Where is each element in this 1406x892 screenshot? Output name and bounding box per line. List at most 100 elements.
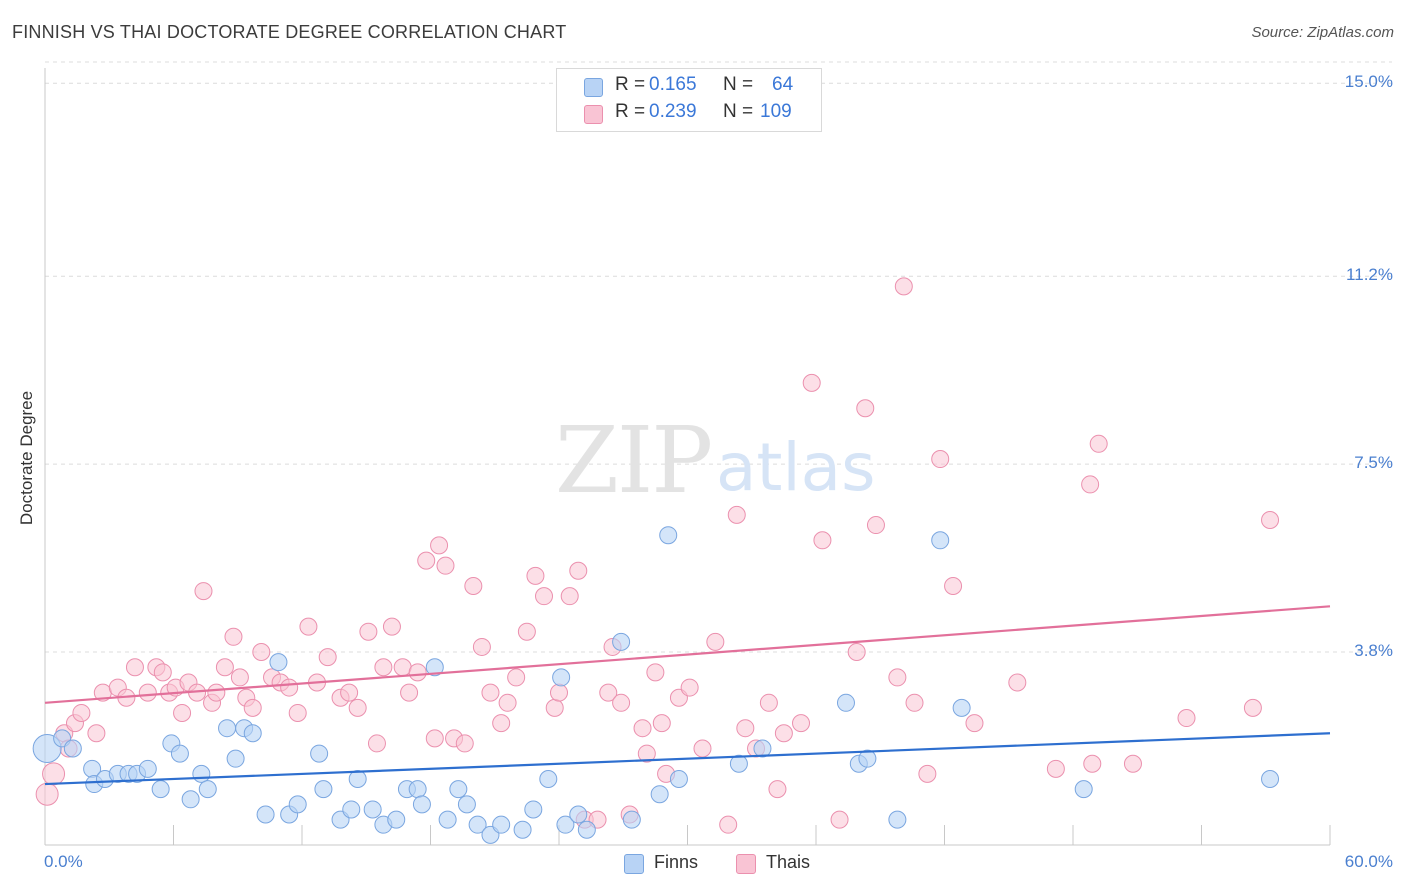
thais-point — [633, 719, 652, 738]
x-tick-min: 0.0% — [44, 852, 83, 871]
thais-point — [888, 668, 907, 687]
finns-point — [753, 739, 772, 758]
thais-point — [866, 516, 885, 535]
thais-point — [340, 683, 359, 702]
finns-point — [513, 820, 532, 839]
thais-point — [802, 373, 821, 392]
thais-point — [847, 643, 866, 662]
finns-point — [577, 820, 596, 839]
finns-point — [412, 795, 431, 814]
thais-point — [1261, 510, 1280, 529]
thais-point — [498, 693, 517, 712]
thais-point — [382, 617, 401, 636]
finns-point — [63, 739, 82, 758]
bottom-legend-swatch-finns — [624, 854, 644, 874]
thais-point — [430, 536, 449, 555]
finns-point — [151, 780, 170, 799]
bottom-legend-swatch-thais — [736, 854, 756, 874]
thais-point — [535, 587, 554, 606]
finns-point — [650, 785, 669, 804]
finns-point — [198, 780, 217, 799]
legend-r-value: 0.165 — [649, 74, 697, 95]
chart-title: FINNISH VS THAI DOCTORATE DEGREE CORRELA… — [12, 22, 567, 42]
finns-point — [952, 698, 971, 717]
thais-point — [87, 724, 106, 743]
thais-point — [768, 780, 787, 799]
thais-point — [830, 810, 849, 829]
thais-point — [417, 551, 436, 570]
thais-point — [318, 648, 337, 667]
thais-point — [207, 683, 226, 702]
thais-point — [173, 703, 192, 722]
watermark-zip: ZIP — [555, 407, 711, 514]
finns-point — [138, 759, 157, 778]
legend-row-finns: R = 0.165 N = 64 — [557, 74, 821, 100]
thais-point — [359, 622, 378, 641]
legend-r-label: R = — [615, 101, 646, 122]
finns-point — [556, 815, 575, 834]
thais-point — [517, 622, 536, 641]
thais-point — [944, 577, 963, 595]
thais-trend-line — [44, 605, 1331, 704]
thais-point — [230, 668, 249, 687]
thais-point — [455, 734, 474, 753]
thais-point — [42, 762, 66, 786]
thais-point — [918, 764, 937, 783]
thais-point — [646, 663, 665, 682]
finns-point — [181, 790, 200, 809]
finns-point — [457, 795, 476, 814]
thais-point — [125, 658, 144, 677]
finns-point — [288, 795, 307, 814]
finns-point — [888, 810, 907, 829]
finns-point — [552, 668, 571, 687]
thais-point — [194, 582, 213, 601]
thais-point — [526, 566, 545, 585]
y-tick-label: 3.8% — [1354, 641, 1393, 661]
thais-point — [299, 617, 318, 636]
thais-point — [280, 678, 299, 697]
thais-point — [72, 703, 91, 722]
legend-r-value: 0.239 — [649, 101, 697, 122]
finns-point — [170, 744, 189, 763]
finns-trend-line — [44, 732, 1331, 786]
thais-point — [736, 719, 755, 738]
thais-point — [545, 698, 564, 717]
thais-point — [774, 724, 793, 743]
legend-swatch-finns — [584, 78, 603, 97]
thais-point — [436, 556, 455, 575]
bottom-legend-label-finns: Finns — [654, 852, 699, 872]
thais-point — [560, 587, 579, 606]
bottom-legend-label-thais: Thais — [766, 852, 811, 872]
thais-point — [472, 637, 491, 656]
thais-point — [492, 714, 511, 733]
thais-point — [1046, 759, 1065, 778]
finns-point — [569, 805, 588, 824]
thais-point — [706, 632, 725, 651]
thais-point — [348, 698, 367, 717]
thais-point — [856, 399, 875, 418]
thais-point — [138, 683, 157, 702]
legend-n-label: N = — [723, 74, 754, 95]
thais-point — [813, 531, 832, 550]
legend-row-thais: R = 0.239 N = 109 — [557, 101, 821, 127]
finns-point — [342, 800, 361, 819]
thais-point — [759, 693, 778, 712]
thais-point — [931, 450, 950, 469]
finns-point — [622, 810, 641, 829]
finns-point — [836, 693, 855, 712]
finns-point — [314, 780, 333, 799]
finns-point — [468, 815, 487, 834]
finns-point — [449, 780, 468, 799]
finns-point — [256, 805, 275, 824]
finns-point — [243, 724, 262, 743]
finns-point — [438, 810, 457, 829]
thais-point — [288, 703, 307, 722]
y-tick-label: 7.5% — [1354, 453, 1393, 473]
finns-point — [492, 815, 511, 834]
thais-point — [367, 734, 386, 753]
legend-r-label: R = — [615, 74, 646, 95]
finns-point — [1074, 780, 1093, 799]
thais-point — [894, 277, 913, 296]
thais-point — [965, 714, 984, 733]
